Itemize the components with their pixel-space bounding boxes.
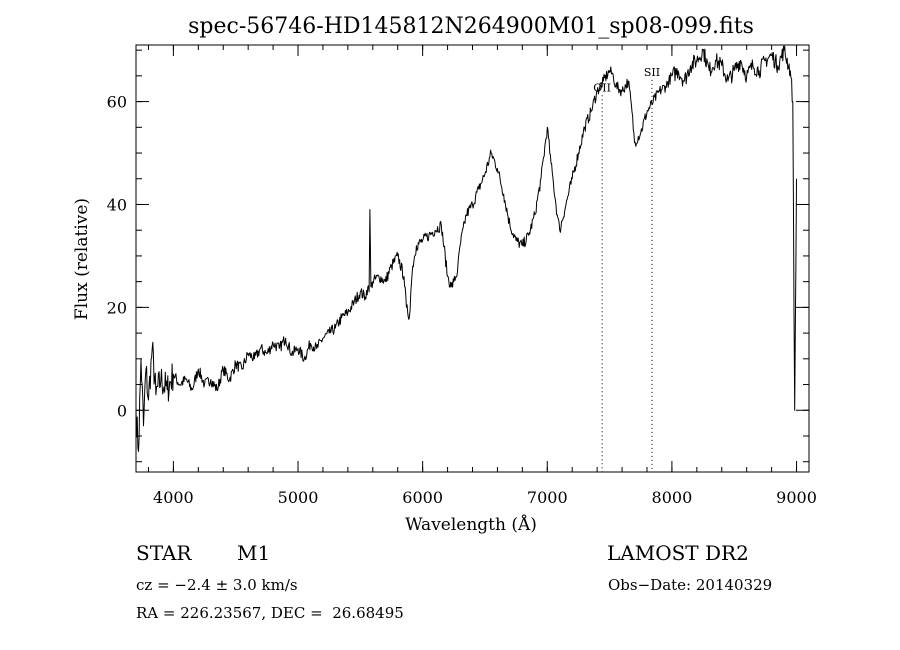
y-axis-label: Flux (relative) [72,198,92,320]
object-class: STAR [136,541,192,565]
x-axis-label: Wavelength (Å) [405,514,537,535]
x-tick-label: 7000 [527,488,568,507]
x-tick-label: 5000 [278,488,319,507]
annotation-label: SII [644,66,660,79]
coordinates: RA = 226.23567, DEC = 26.68495 [136,604,404,622]
y-tick-label: 0 [117,401,127,420]
x-tick-label: 8000 [652,488,693,507]
axis-ticks: 4000 5000 6000 7000 8000 9000 0 20 40 60 [107,45,817,507]
observation-date: Obs−Date: 20140329 [608,576,773,594]
x-tick-label: 4000 [153,488,194,507]
x-tick-label: 6000 [402,488,443,507]
chart-title: spec-56746-HD145812N264900M01_sp08-099.f… [188,14,754,39]
spectrum-line [135,45,797,452]
y-tick-label: 20 [107,298,127,317]
x-tick-label: 9000 [776,488,817,507]
plot-frame [135,44,810,473]
y-tick-label: 60 [107,93,127,112]
redshift-cz: cz = −2.4 ± 3.0 km/s [136,576,298,594]
y-tick-label: 40 [107,195,127,214]
survey-label: LAMOST DR2 [607,541,749,565]
object-subclass: M1 [237,541,271,565]
